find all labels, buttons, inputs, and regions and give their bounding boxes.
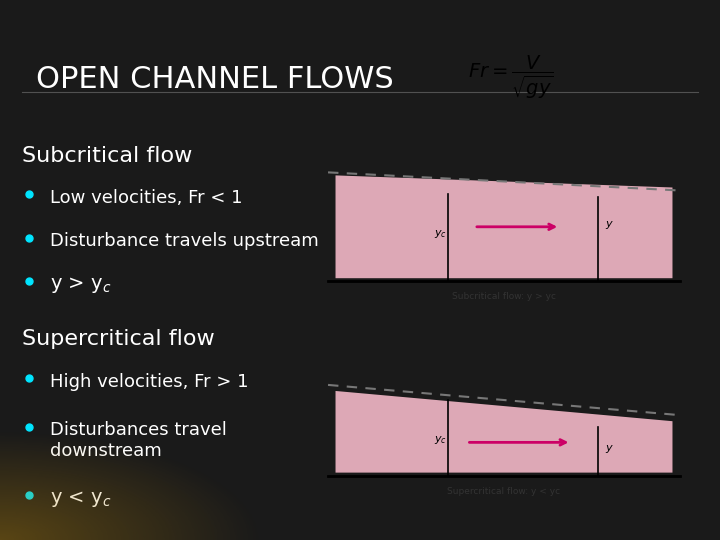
Text: Subcritical flow: y > yᴄ: Subcritical flow: y > yᴄ	[452, 292, 556, 301]
Text: Disturbances travel
downstream: Disturbances travel downstream	[50, 421, 228, 460]
Text: $y$: $y$	[605, 219, 614, 231]
Text: Subcritical flow: Subcritical flow	[22, 146, 192, 166]
Text: y < y$_c$: y < y$_c$	[50, 489, 112, 509]
Text: Disturbance travels upstream: Disturbance travels upstream	[50, 232, 319, 250]
Polygon shape	[336, 391, 672, 472]
Text: Low velocities, Fr < 1: Low velocities, Fr < 1	[50, 189, 243, 207]
Polygon shape	[336, 176, 672, 278]
Text: $y$: $y$	[605, 443, 614, 455]
Text: Supercritical flow: Supercritical flow	[22, 329, 215, 349]
Text: $y_c$: $y_c$	[434, 434, 447, 447]
Text: OPEN CHANNEL FLOWS: OPEN CHANNEL FLOWS	[36, 65, 394, 94]
Text: $y_c$: $y_c$	[434, 228, 447, 240]
Text: High velocities, Fr > 1: High velocities, Fr > 1	[50, 373, 249, 390]
Text: $Fr = \dfrac{V}{\sqrt{gy}}$: $Fr = \dfrac{V}{\sqrt{gy}}$	[468, 53, 554, 101]
Text: Supercritical flow: y < yᴄ: Supercritical flow: y < yᴄ	[447, 487, 561, 496]
Text: y > y$_c$: y > y$_c$	[50, 275, 112, 295]
